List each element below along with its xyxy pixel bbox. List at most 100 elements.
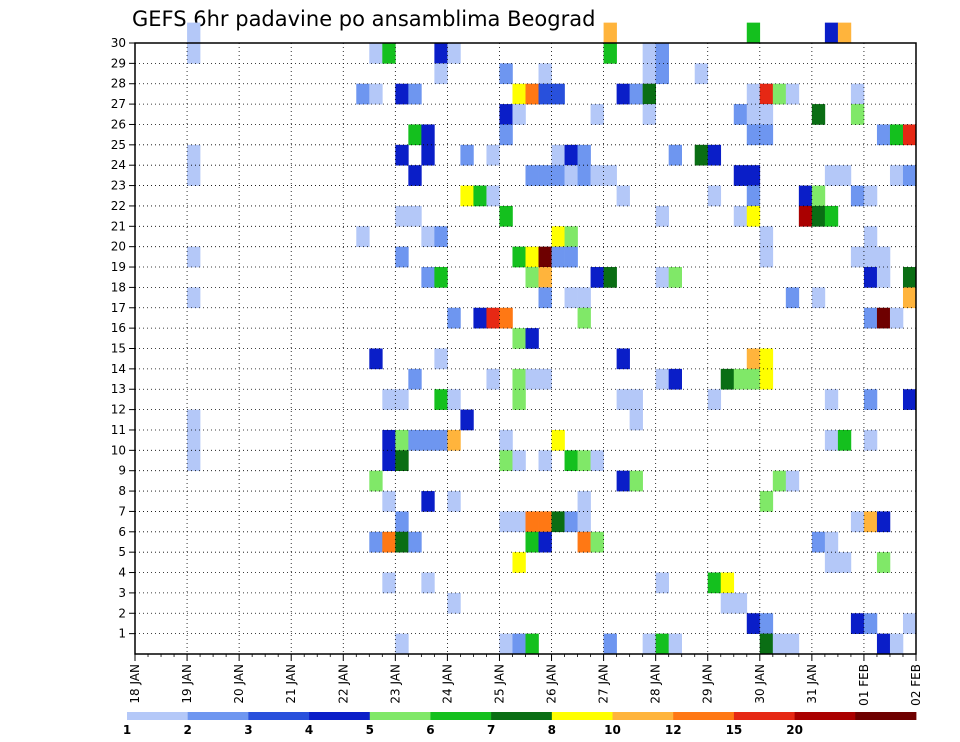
heatmap-cell bbox=[850, 185, 865, 207]
heatmap-cell bbox=[746, 83, 761, 105]
heatmap-cell bbox=[382, 389, 396, 410]
heatmap-cell bbox=[668, 633, 682, 655]
heatmap-cell bbox=[499, 104, 513, 125]
heatmap-cell bbox=[850, 511, 865, 533]
heatmap-cell bbox=[512, 368, 526, 390]
heatmap-cell bbox=[759, 348, 774, 370]
y-tick-label: 26 bbox=[111, 117, 126, 131]
heatmap-cell bbox=[824, 22, 839, 44]
heatmap-cell bbox=[447, 389, 461, 410]
heatmap-cell bbox=[642, 633, 656, 655]
y-tick-label: 24 bbox=[111, 158, 126, 172]
heatmap-cell bbox=[421, 124, 435, 146]
heatmap-cell bbox=[395, 633, 409, 655]
heatmap-cell bbox=[707, 185, 722, 207]
legend-label: 2 bbox=[184, 723, 192, 737]
legend-label: 7 bbox=[487, 723, 495, 737]
heatmap-cell bbox=[512, 511, 526, 533]
heatmap-cell bbox=[434, 43, 448, 64]
heatmap-cell bbox=[902, 287, 917, 309]
heatmap-cell bbox=[811, 205, 826, 227]
heatmap-cell bbox=[759, 368, 774, 390]
heatmap-cell bbox=[798, 205, 813, 227]
heatmap-cell bbox=[512, 450, 526, 471]
y-axis: 1234567891011121314151617181920212223242… bbox=[111, 36, 135, 641]
heatmap-cell bbox=[538, 531, 552, 553]
y-tick-label: 8 bbox=[118, 484, 126, 498]
x-axis: 18 JAN 19 JAN 20 JAN 21 JAN 22 JAN 23 JAN 24 J… bbox=[128, 654, 923, 706]
heatmap-cell bbox=[382, 43, 396, 64]
x-tick-label: 26 JAN bbox=[545, 664, 559, 704]
heatmap-cell bbox=[759, 226, 774, 247]
heatmap-cell bbox=[564, 511, 578, 533]
legend-swatch bbox=[794, 712, 856, 720]
heatmap-cell bbox=[525, 267, 539, 288]
x-tick-label: 19 JAN bbox=[180, 664, 194, 704]
heatmap-cell bbox=[408, 124, 422, 146]
heatmap-cell bbox=[759, 613, 774, 634]
heatmap-cell bbox=[772, 83, 787, 105]
heatmap-cell bbox=[863, 429, 878, 451]
heatmap-cell bbox=[577, 450, 591, 471]
heatmap-cell bbox=[694, 144, 709, 166]
y-tick-label: 19 bbox=[111, 260, 126, 274]
heatmap-cell bbox=[564, 165, 578, 186]
heatmap-cell bbox=[837, 165, 852, 186]
heatmap-cell bbox=[824, 389, 839, 410]
legend-label: 1 bbox=[123, 723, 131, 737]
heatmap-cell bbox=[616, 470, 630, 492]
legend-label: 10 bbox=[604, 723, 621, 737]
heatmap-cell bbox=[499, 307, 513, 329]
y-tick-label: 16 bbox=[111, 321, 126, 335]
heatmap-cell bbox=[434, 389, 448, 410]
heatmap-cell bbox=[434, 348, 448, 370]
heatmap-cell bbox=[486, 185, 500, 207]
heatmap-cell bbox=[720, 368, 735, 390]
y-tick-label: 15 bbox=[111, 342, 126, 356]
heatmap-cell bbox=[421, 144, 435, 166]
heatmap-cell bbox=[746, 613, 761, 634]
heatmap-cell bbox=[889, 124, 904, 146]
heatmap-cell bbox=[187, 43, 201, 64]
heatmap-cell bbox=[525, 531, 539, 553]
heatmap-cell bbox=[395, 429, 409, 451]
heatmap-cell bbox=[421, 491, 435, 512]
heatmap-cell bbox=[486, 144, 500, 166]
heatmap-cell bbox=[824, 165, 839, 186]
heatmap-cell bbox=[720, 592, 735, 614]
heatmap-cell bbox=[655, 368, 669, 390]
heatmap-cell bbox=[421, 429, 435, 451]
y-tick-label: 11 bbox=[111, 423, 126, 437]
y-tick-label: 6 bbox=[118, 525, 126, 539]
heatmap-cell bbox=[512, 552, 526, 573]
heatmap-cell bbox=[655, 267, 669, 288]
heatmap-cell bbox=[902, 613, 917, 634]
heatmap-cell bbox=[551, 226, 565, 247]
heatmap-cell bbox=[863, 613, 878, 634]
heatmap-cell bbox=[395, 511, 409, 533]
heatmap-cell bbox=[811, 185, 826, 207]
heatmap-cell bbox=[889, 633, 904, 655]
heatmap-cell bbox=[850, 83, 865, 105]
heatmap-cell bbox=[356, 226, 370, 247]
legend-swatch bbox=[551, 712, 613, 720]
heatmap-cell bbox=[629, 409, 643, 431]
heatmap-cell bbox=[642, 104, 656, 125]
heatmap-cell bbox=[668, 144, 682, 166]
heatmap-cell bbox=[525, 246, 539, 268]
heatmap-cell bbox=[434, 429, 448, 451]
heatmap-cells bbox=[187, 22, 917, 655]
heatmap-cell bbox=[551, 246, 565, 268]
heatmap-cell bbox=[902, 267, 917, 288]
x-tick-label: 20 JAN bbox=[232, 664, 246, 704]
heatmap-cell bbox=[512, 104, 526, 125]
legend-swatch bbox=[733, 712, 796, 720]
x-tick-label: 25 JAN bbox=[492, 664, 506, 704]
heatmap-cell bbox=[512, 328, 526, 349]
heatmap-cell bbox=[460, 409, 474, 431]
heatmap-cell bbox=[395, 83, 409, 105]
heatmap-cell bbox=[642, 63, 656, 85]
y-tick-label: 21 bbox=[111, 219, 126, 233]
heatmap-cell bbox=[733, 104, 748, 125]
heatmap-cell bbox=[538, 165, 552, 186]
